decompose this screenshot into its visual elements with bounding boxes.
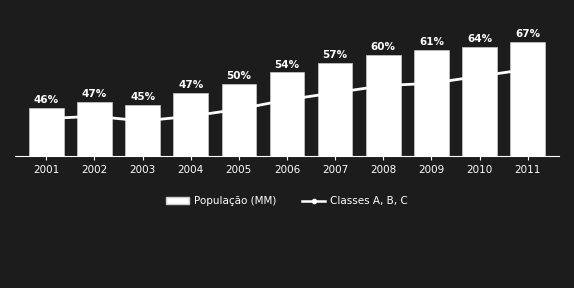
Bar xyxy=(222,84,256,156)
Bar xyxy=(318,63,352,156)
Text: 67%: 67% xyxy=(515,29,540,39)
Text: 61%: 61% xyxy=(419,37,444,47)
Text: 46%: 46% xyxy=(34,95,59,105)
Text: 50%: 50% xyxy=(226,71,251,81)
Bar xyxy=(173,93,208,156)
Bar xyxy=(77,102,112,156)
Bar xyxy=(270,73,304,156)
Bar xyxy=(462,47,497,156)
Text: 57%: 57% xyxy=(323,50,348,60)
Text: 64%: 64% xyxy=(467,34,492,44)
Text: 45%: 45% xyxy=(130,92,155,102)
Bar xyxy=(414,50,449,156)
Text: 47%: 47% xyxy=(82,89,107,99)
Bar xyxy=(366,55,401,156)
Text: 47%: 47% xyxy=(178,80,203,90)
Text: 60%: 60% xyxy=(371,42,396,52)
Bar xyxy=(29,107,64,156)
Legend: População (MM), Classes A, B, C: População (MM), Classes A, B, C xyxy=(162,192,412,211)
Bar xyxy=(125,105,160,156)
Text: 54%: 54% xyxy=(274,60,300,70)
Bar xyxy=(510,42,545,156)
